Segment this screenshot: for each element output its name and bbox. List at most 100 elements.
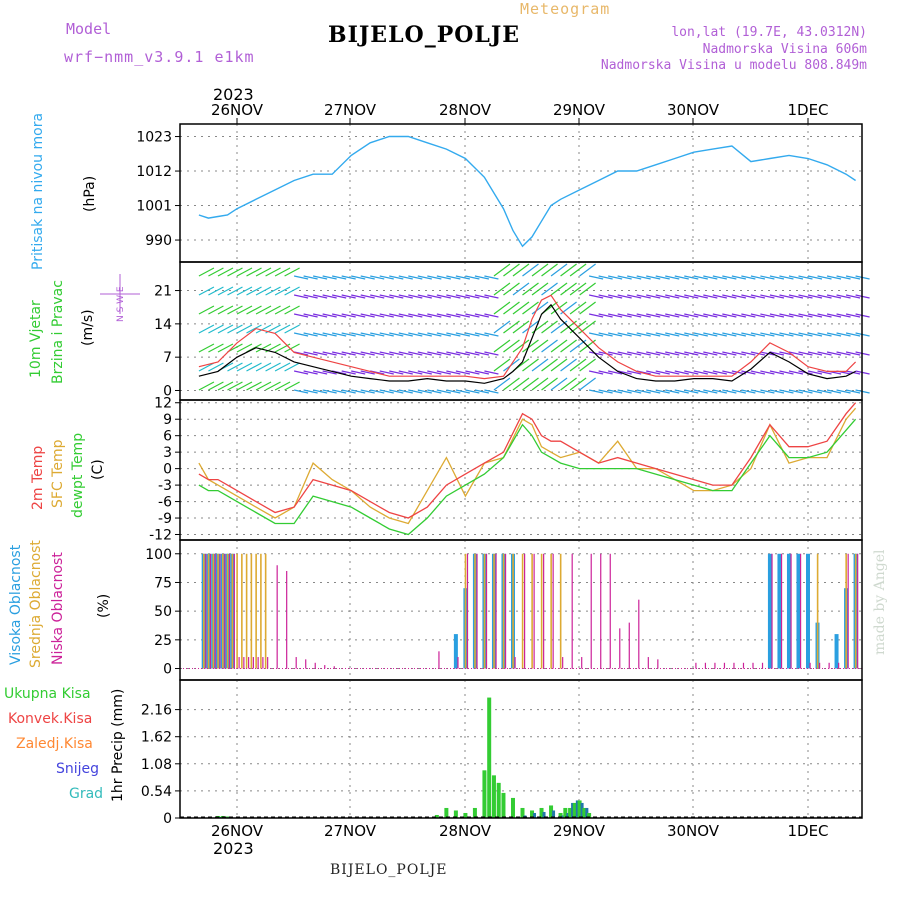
wind-barb [522, 282, 539, 296]
wind-barb [522, 339, 539, 353]
precip-total-bar [487, 697, 492, 818]
top-day-label-5: 1DEC [787, 101, 828, 119]
wind-barb [474, 294, 490, 299]
wind-barb [560, 263, 577, 277]
wind-barb [569, 377, 587, 391]
temp-ytick-2: -6 [158, 495, 172, 511]
wind-barb [646, 351, 661, 356]
wind-barb [293, 294, 309, 299]
wind-barb [569, 358, 587, 372]
wind-barb [646, 332, 661, 337]
wind-barb [722, 332, 737, 337]
wind-barb [332, 389, 347, 394]
wind-barb [522, 320, 539, 334]
cloud-low-bar [704, 662, 707, 669]
wind-barb [255, 362, 272, 372]
precip-total-bar [568, 807, 573, 818]
wind-barb [370, 313, 385, 318]
wind-barb [351, 313, 366, 318]
wind-barb [712, 275, 727, 280]
cloud-low-bar [243, 657, 245, 669]
wind-barb [769, 389, 785, 394]
wind-barb [760, 275, 775, 280]
model-label: Model [66, 20, 112, 38]
wind-barb [684, 332, 699, 337]
wind-barb [332, 313, 347, 318]
wind-barb [436, 332, 451, 337]
wind-barb [731, 275, 746, 280]
wind-barb [332, 351, 347, 356]
wind-barb [712, 294, 727, 299]
wind-barb [255, 286, 272, 296]
wind-barb [598, 389, 613, 394]
temp-ytick-0: -12 [149, 528, 172, 544]
wind-barb [817, 275, 832, 280]
wind-barb [341, 275, 356, 280]
wind-barb [446, 389, 461, 394]
bottom-day-label-5: 1DEC [787, 822, 828, 840]
wind-barb [665, 332, 680, 337]
precip-total-bar [434, 814, 439, 818]
wind-barb [550, 263, 568, 277]
wind-barb [446, 275, 461, 280]
wind-barb [313, 275, 328, 280]
wind-barb [417, 332, 432, 337]
cloud-low-bar [504, 553, 507, 669]
wind-barb [627, 313, 642, 318]
wind-barb [588, 275, 604, 280]
top-day-label-3: 29NOV [553, 101, 606, 119]
wind-barb [684, 294, 699, 299]
cloud-low-bar [286, 570, 288, 669]
temp-dew-line [198, 418, 857, 536]
wind-barb [807, 313, 823, 318]
wind-barb [474, 275, 490, 280]
wind-barb [541, 263, 558, 277]
wind-barb [817, 294, 832, 299]
cloud-ytick-0: 0 [163, 662, 172, 678]
wind-barb [198, 343, 215, 353]
wind-barb [217, 324, 234, 334]
cloud-ytick-4: 100 [145, 547, 172, 563]
temp-ytick-5: 3 [163, 445, 172, 461]
wind-barb [408, 370, 423, 375]
cloud-low-bar [742, 662, 745, 669]
wind-barb [608, 332, 623, 337]
cloud-mid-bar [202, 553, 205, 669]
wind-barb [417, 275, 432, 280]
top-day-label-2: 28NOV [439, 101, 492, 119]
wind-barb [655, 389, 670, 394]
wind-barb [760, 313, 775, 318]
wind-barb [826, 351, 842, 356]
wind-barb [636, 294, 651, 299]
cloud-low-bar [819, 662, 821, 669]
wind-barb [779, 370, 794, 375]
precip-ytick-3: 1.62 [141, 730, 172, 746]
wind-barb [788, 294, 804, 299]
wind-barb [360, 275, 375, 280]
temp-ytick-6: 6 [163, 429, 172, 445]
wind-barb [436, 351, 451, 356]
wind-barb [722, 370, 737, 375]
wind-barb [703, 313, 718, 318]
wind-barb [341, 332, 356, 337]
bottom-day-label-2: 28NOV [439, 822, 492, 840]
bottom-day-label-4: 30NOV [667, 822, 720, 840]
wind-barb [446, 370, 461, 375]
wind-barb [265, 381, 281, 391]
cloud-low-bar [219, 553, 221, 669]
wind-barb [389, 294, 404, 299]
pressure-ytick-1: 1001 [136, 199, 172, 215]
station-title: BIJELO_POLJE [328, 22, 521, 48]
wind-barb [455, 370, 471, 375]
wind-barb [379, 313, 394, 318]
precip-total-bar [520, 807, 525, 818]
wind-barb [655, 370, 670, 375]
wind-barb [655, 313, 670, 318]
wind-barb [684, 275, 699, 280]
cloud-mid-bar [531, 553, 533, 669]
bottom-day-label-3: 29NOV [553, 822, 606, 840]
app-title: Meteogram [520, 0, 611, 18]
wind-barb [303, 389, 318, 394]
wind-barb [541, 320, 558, 334]
